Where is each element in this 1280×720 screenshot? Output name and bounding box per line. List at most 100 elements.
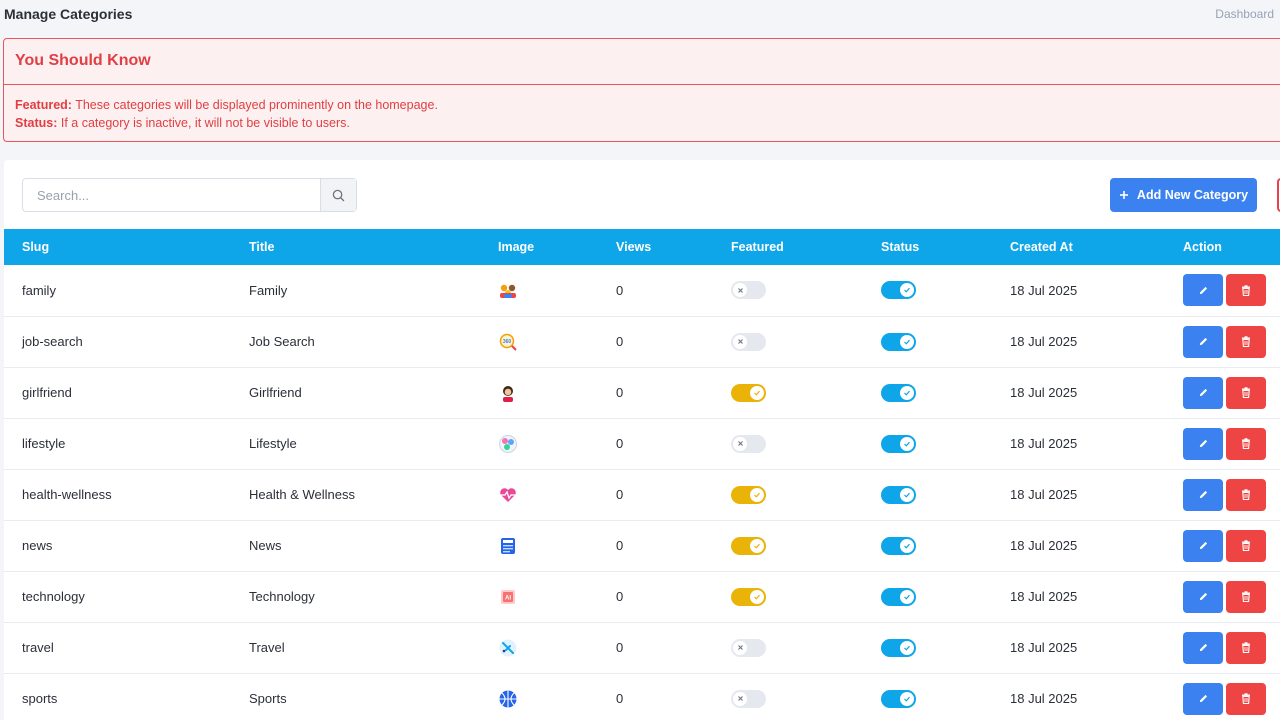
col-views[interactable]: Views — [616, 240, 652, 254]
delete-button[interactable] — [1226, 376, 1266, 409]
status-toggle[interactable] — [881, 587, 916, 606]
featured-toggle[interactable] — [731, 281, 766, 300]
row-actions — [1183, 580, 1280, 613]
plus-icon — [1119, 191, 1128, 199]
cell-title: Job Search — [249, 334, 315, 349]
cell-status — [881, 316, 1010, 367]
check-icon — [904, 696, 910, 702]
cell-slug: news — [22, 538, 53, 553]
col-image: Image — [498, 240, 535, 254]
delete-button[interactable] — [1226, 580, 1266, 613]
delete-button[interactable] — [1226, 427, 1266, 460]
cell-created-at: 18 Jul 2025 — [1010, 538, 1078, 553]
edit-button[interactable] — [1183, 274, 1223, 307]
check-icon — [904, 543, 910, 549]
cell-actions — [1183, 316, 1280, 367]
breadcrumb-dashboard[interactable]: Dashboard — [1215, 7, 1274, 21]
toggle-knob — [733, 436, 747, 451]
x-icon — [737, 696, 743, 701]
toggle-knob — [900, 283, 914, 298]
featured-toggle[interactable] — [731, 434, 766, 453]
svg-text:360: 360 — [503, 339, 512, 345]
search-button[interactable] — [320, 179, 356, 211]
add-new-category-label: Add New Category — [1136, 188, 1249, 202]
edit-button[interactable] — [1183, 376, 1223, 409]
col-created-at[interactable]: Created At — [1010, 240, 1073, 254]
cell-created-at: 18 Jul 2025 — [1010, 436, 1078, 451]
cell-views: 0 — [616, 334, 624, 349]
toggle-knob — [750, 487, 764, 502]
x-icon — [737, 645, 743, 650]
col-action: Action — [1183, 240, 1222, 254]
status-toggle[interactable] — [881, 689, 916, 708]
trash-icon — [1242, 591, 1250, 602]
featured-toggle[interactable] — [731, 638, 766, 657]
col-status[interactable]: Status — [881, 240, 920, 254]
cell-image — [498, 265, 616, 316]
edit-button[interactable] — [1183, 580, 1223, 613]
toggle-knob — [733, 640, 747, 655]
edit-button[interactable] — [1183, 478, 1223, 511]
featured-toggle[interactable] — [731, 485, 766, 504]
alert-featured-label: Featured: — [15, 98, 72, 112]
cell-created-at: 18 Jul 2025 — [1010, 691, 1078, 706]
categories-table: Slug Title Image Views Featured Status C… — [4, 229, 1280, 720]
delete-button[interactable] — [1226, 325, 1266, 358]
cell-status — [881, 622, 1010, 673]
featured-toggle[interactable] — [731, 536, 766, 555]
alert-featured-line: Featured: These categories will be displ… — [15, 96, 1280, 114]
trash-icon — [1242, 336, 1250, 347]
row-actions — [1183, 325, 1280, 358]
table-row: travel Travel 0 18 Jul 2025 — [4, 622, 1280, 673]
cell-slug: health-wellness — [22, 487, 112, 502]
toggle-knob — [900, 640, 914, 655]
cell-slug: sports — [22, 691, 58, 706]
toggle-knob — [900, 436, 914, 451]
featured-toggle[interactable] — [731, 689, 766, 708]
search-input[interactable] — [23, 179, 320, 211]
edit-button[interactable] — [1183, 631, 1223, 664]
check-icon — [904, 390, 910, 396]
cell-featured — [731, 520, 881, 571]
cell-title: News — [249, 538, 282, 553]
delete-button[interactable] — [1226, 682, 1266, 715]
status-toggle[interactable] — [881, 434, 916, 453]
search-icon — [332, 189, 345, 201]
edit-button[interactable] — [1183, 325, 1223, 358]
search-box — [22, 178, 357, 212]
col-title[interactable]: Title — [249, 240, 275, 254]
trash-icon — [1242, 693, 1250, 704]
edit-button[interactable] — [1183, 529, 1223, 562]
delete-button[interactable] — [1226, 478, 1266, 511]
delete-button[interactable] — [1226, 274, 1266, 307]
status-toggle[interactable] — [881, 485, 916, 504]
cell-status — [881, 367, 1010, 418]
edit-button[interactable] — [1183, 427, 1223, 460]
status-toggle[interactable] — [881, 536, 916, 555]
delete-button[interactable] — [1226, 631, 1266, 664]
cell-slug: job-search — [22, 334, 83, 349]
cell-image — [498, 367, 616, 418]
trash-icon — [1242, 489, 1250, 500]
status-toggle[interactable] — [881, 638, 916, 657]
row-actions — [1183, 631, 1280, 664]
col-slug[interactable]: Slug — [22, 240, 50, 254]
status-toggle[interactable] — [881, 332, 916, 351]
featured-toggle[interactable] — [731, 383, 766, 402]
page-title: Manage Categories — [4, 6, 133, 22]
secondary-action-button[interactable] — [1277, 178, 1280, 212]
trash-icon — [1242, 540, 1250, 551]
trash-icon — [1242, 438, 1250, 449]
cell-created-at: 18 Jul 2025 — [1010, 385, 1078, 400]
toggle-knob — [750, 385, 764, 400]
add-new-category-button[interactable]: Add New Category — [1110, 178, 1257, 212]
featured-toggle[interactable] — [731, 332, 766, 351]
alert-featured-text: These categories will be displayed promi… — [71, 98, 438, 112]
edit-button[interactable] — [1183, 682, 1223, 715]
status-toggle[interactable] — [881, 281, 916, 300]
col-featured[interactable]: Featured — [731, 240, 784, 254]
delete-button[interactable] — [1226, 529, 1266, 562]
status-toggle[interactable] — [881, 383, 916, 402]
cell-views: 0 — [616, 691, 624, 706]
featured-toggle[interactable] — [731, 587, 766, 606]
